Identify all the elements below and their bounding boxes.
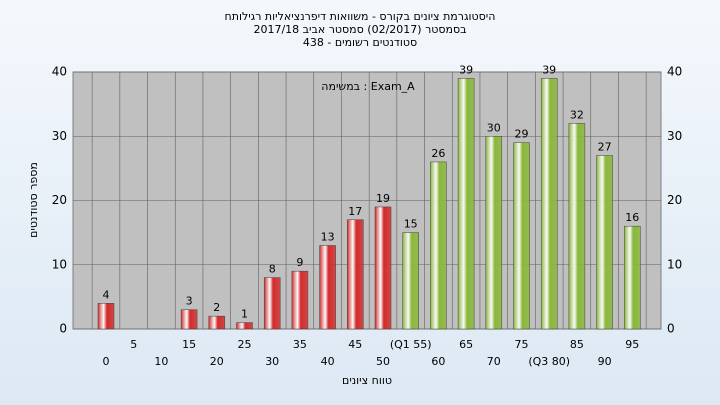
y-tick-label: 10: [52, 257, 67, 271]
value-label: 39: [459, 63, 473, 76]
value-label: 17: [348, 205, 362, 218]
x-tick-label: 60: [431, 355, 445, 368]
x-tick-label: 40: [321, 355, 335, 368]
bar: [347, 219, 364, 330]
y-tick-label: 30: [52, 129, 67, 143]
x-tick-label: 0: [103, 355, 110, 368]
x-tick-label: (Q3 80): [528, 355, 570, 368]
bar: [596, 155, 613, 330]
value-label: 4: [103, 288, 110, 301]
value-label: 13: [321, 230, 335, 243]
bar: [485, 136, 503, 330]
value-label: 8: [269, 263, 276, 276]
x-tick-label: 90: [598, 355, 612, 368]
x-tick-label: (Q1 55): [390, 338, 432, 351]
x-tick-label: 70: [487, 355, 501, 368]
value-label: 32: [570, 108, 584, 121]
bar: [319, 245, 336, 330]
value-label: 19: [376, 192, 390, 205]
bar: [402, 232, 419, 330]
x-tick-label: 30: [265, 355, 279, 368]
x-tick-label: 45: [348, 338, 362, 351]
value-label: 1: [241, 308, 248, 321]
x-tick-label: 25: [238, 338, 252, 351]
bar: [374, 206, 392, 330]
x-tick-label: 20: [210, 355, 224, 368]
value-label: 16: [625, 211, 639, 224]
x-tick-label: 65: [459, 338, 473, 351]
y-tick-label: 10: [667, 257, 682, 271]
value-label: 3: [186, 295, 193, 308]
chart-subtitle: סטודנטים רשומים - 438: [303, 36, 417, 49]
x-tick-label: 10: [154, 355, 168, 368]
bar: [97, 303, 115, 330]
x-tick-label: 95: [625, 338, 639, 351]
x-tick-label: 50: [376, 355, 390, 368]
x-axis-label: טווח ציונים: [342, 374, 392, 387]
bar: [180, 309, 198, 330]
value-label: 2: [213, 301, 220, 314]
bar: [568, 123, 586, 330]
value-label: 27: [598, 141, 612, 154]
bar: [263, 277, 281, 330]
bar: [430, 161, 447, 330]
bar: [624, 225, 641, 330]
x-tick-label: 5: [130, 338, 137, 351]
value-label: 15: [404, 218, 418, 231]
bar: [208, 315, 226, 330]
y-tick-label: 20: [667, 193, 682, 207]
x-tick-label: 35: [293, 338, 307, 351]
y-tick-label: 20: [52, 193, 67, 207]
annotation: במשימה : Exam_A: [321, 80, 415, 93]
y-tick-label: 0: [59, 322, 67, 336]
bar: [513, 142, 530, 330]
bar: [291, 270, 309, 330]
x-tick-label: 85: [570, 338, 584, 351]
value-label: 9: [296, 256, 303, 269]
bar: [540, 78, 558, 330]
x-tick-label: 15: [182, 338, 196, 351]
value-label: 39: [542, 63, 556, 76]
chart-title: היסטוגרמת ציונים בקורס - משוואות דיפרנצי…: [225, 10, 496, 23]
value-label: 26: [431, 147, 445, 160]
y-tick-label: 0: [667, 322, 675, 336]
value-label: 29: [515, 128, 529, 141]
value-label: 30: [487, 121, 501, 134]
y-axis-label: מספר סטודנטים: [27, 162, 40, 238]
bar: [236, 322, 253, 330]
y-tick-label: 40: [52, 65, 67, 79]
bar: [457, 78, 475, 330]
chart-subtitle: בסמסטר (02/2017) סמסטר אביב 2017/18: [253, 23, 466, 36]
y-tick-label: 40: [667, 65, 682, 79]
y-tick-label: 30: [667, 129, 682, 143]
x-tick-label: 75: [515, 338, 529, 351]
